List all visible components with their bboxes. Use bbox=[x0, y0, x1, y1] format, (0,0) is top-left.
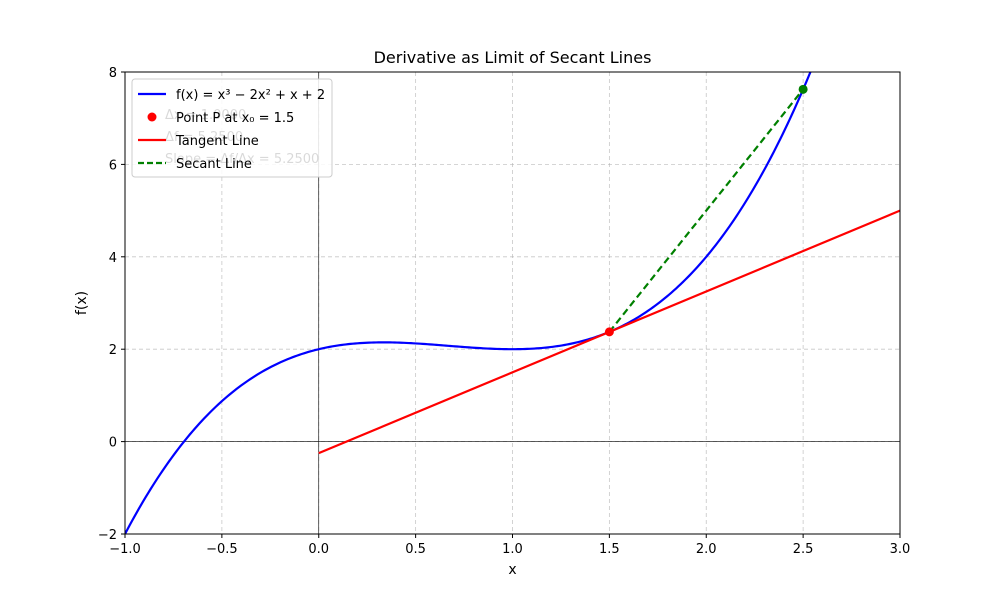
x-tick-label: 2.0 bbox=[696, 542, 717, 557]
y-tick-label: 2 bbox=[109, 343, 117, 358]
y-axis-label: f(x) bbox=[74, 291, 90, 315]
legend-label: Tangent Line bbox=[175, 134, 259, 149]
ticks: −1.0 −0.5 0.0 0.5 1.0 1.5 2.0 2.5 3.0 −2 0 2 4 6 8 bbox=[98, 66, 911, 557]
legend: f(x) = x³ − 2x² + x + 2 Point P at x₀ = 1… bbox=[131, 78, 333, 178]
y-tick-label: 0 bbox=[109, 436, 117, 451]
x-tick-label: 0.5 bbox=[405, 542, 426, 557]
y-tick-label: 6 bbox=[109, 158, 117, 173]
x-tick-label: 3.0 bbox=[890, 542, 911, 557]
point-p bbox=[604, 327, 614, 337]
legend-label: Secant Line bbox=[176, 157, 252, 172]
secant-point bbox=[798, 84, 808, 94]
function-curve bbox=[125, 72, 812, 534]
legend-label: Point P at x₀ = 1.5 bbox=[176, 111, 294, 126]
x-tick-label: 2.5 bbox=[793, 542, 814, 557]
y-tick-label: 8 bbox=[109, 66, 117, 81]
x-tick-label: 1.0 bbox=[502, 542, 523, 557]
chart-title: Derivative as Limit of Secant Lines bbox=[374, 48, 652, 67]
x-tick-label: −1.0 bbox=[109, 542, 141, 557]
y-tick-label: 4 bbox=[109, 251, 117, 266]
x-tick-label: −0.5 bbox=[206, 542, 238, 557]
plot-area bbox=[125, 72, 900, 534]
x-tick-label: 1.5 bbox=[599, 542, 620, 557]
x-tick-label: 0.0 bbox=[308, 542, 329, 557]
x-axis-label: x bbox=[508, 562, 516, 578]
legend-marker bbox=[147, 112, 157, 122]
legend-label: f(x) = x³ − 2x² + x + 2 bbox=[176, 88, 325, 103]
y-tick-label: −2 bbox=[98, 528, 117, 543]
legend-box bbox=[131, 78, 333, 178]
secant-line bbox=[608, 88, 804, 333]
